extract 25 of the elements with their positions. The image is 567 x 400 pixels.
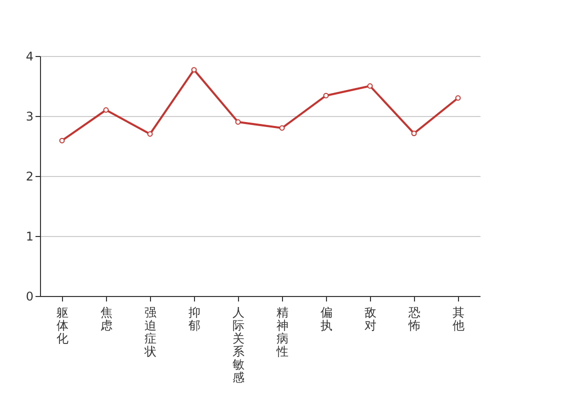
point	[455, 95, 461, 101]
y-tick-label: 3	[26, 110, 34, 124]
point	[367, 83, 373, 89]
y-tick-label: 2	[26, 170, 34, 184]
y-tick-label: 4	[26, 50, 34, 64]
x-tick-label: 恐怖	[408, 306, 420, 332]
point	[411, 130, 417, 136]
x-tick-label: 敌对	[364, 306, 376, 332]
x-tick-label: 躯体化	[56, 306, 68, 346]
point	[191, 67, 197, 73]
x-tick-label: 其他	[452, 306, 464, 332]
point	[59, 138, 65, 144]
point	[147, 131, 153, 137]
point	[103, 107, 109, 113]
x-tick-label: 偏执	[320, 306, 332, 332]
x-tick-label: 抑郁	[188, 306, 200, 332]
x-tick-label: 人际关系敏感	[232, 306, 244, 384]
x-tick-label: 焦虑	[100, 306, 112, 332]
point	[323, 92, 329, 98]
x-tick-label: 精神病性	[276, 306, 288, 358]
x-tick-label: 强迫症状	[144, 306, 156, 358]
y-tick-label: 1	[26, 230, 34, 244]
point	[279, 125, 285, 131]
y-tick-label: 0	[26, 290, 34, 304]
point	[235, 119, 241, 125]
